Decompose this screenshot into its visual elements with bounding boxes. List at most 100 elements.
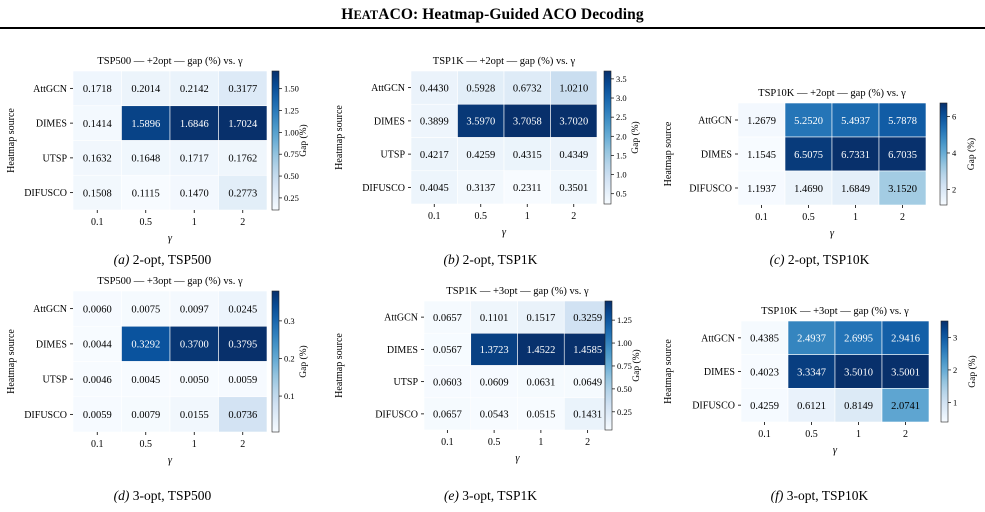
- colorbar: [939, 102, 948, 206]
- cell-value-label: 3.5001: [891, 367, 920, 378]
- cell-value-label: 0.0044: [83, 340, 113, 351]
- cell-value-label: 0.0515: [526, 410, 555, 421]
- colorbar: [940, 320, 949, 423]
- x-tick-label: 1: [525, 211, 530, 222]
- colorbar-label: Gap (%): [298, 345, 309, 377]
- heatmap-cell: [121, 174, 171, 211]
- x-tick-label: 2: [903, 429, 908, 440]
- caption-label: (d): [113, 488, 130, 503]
- caption-text: 3-opt, TSP1K: [462, 488, 538, 503]
- colorbar-tick-label: 2: [952, 185, 956, 195]
- cell-value-label: 0.1717: [180, 154, 209, 165]
- cell-value-label: 0.4045: [420, 183, 449, 194]
- x-tick-label: 0.5: [140, 439, 153, 450]
- heatmap-chart-f: TSP10K — +3opt — gap (%) vs. γ 0.4385 2.49…: [663, 306, 978, 456]
- figure-grid: TSP500 — +2opt — gap (%) vs. γ 0.1718 0.20…: [0, 38, 985, 508]
- x-tick-label: 2: [900, 212, 905, 223]
- heatmap-cell: [831, 170, 880, 206]
- colorbar-label: Gap (%): [966, 138, 977, 170]
- caption-text: 2-opt, TSP1K: [462, 252, 538, 267]
- heatmap-cell: [563, 397, 612, 431]
- y-tick-label: DIFUSCO: [692, 401, 735, 412]
- y-tick-label: DIMES: [701, 150, 732, 161]
- heatmap-cell: [563, 332, 612, 366]
- colorbar-tick-label: 4: [952, 148, 957, 158]
- cell-value-label: 0.5928: [466, 83, 495, 94]
- cell-value-label: 0.0543: [480, 410, 509, 421]
- colorbar-tick-label: 0.50: [617, 384, 632, 394]
- cell-value-label: 0.4385: [750, 334, 779, 345]
- heatmap-cell: [470, 397, 518, 431]
- y-axis-label: Heatmap source: [663, 121, 674, 186]
- x-tick-label: 2: [240, 439, 245, 450]
- heatmap-cell: [517, 332, 565, 366]
- colorbar-tick-label: 1.50: [284, 84, 299, 94]
- x-tick-label: 0.5: [805, 429, 818, 440]
- colorbar-tick-label: 1.00: [617, 338, 632, 348]
- cell-value-label: 1.4522: [526, 345, 555, 356]
- x-tick-label: 2: [585, 437, 590, 448]
- cell-value-label: 0.3899: [420, 117, 449, 128]
- cell-value-label: 0.1414: [83, 119, 113, 130]
- heatmap-cell: [72, 290, 122, 327]
- x-tick-label: 0.1: [755, 212, 768, 223]
- y-tick-label: UTSP: [43, 375, 68, 386]
- x-tick-label: 1: [853, 212, 858, 223]
- y-tick-label: AttGCN: [33, 84, 67, 95]
- cell-value-label: 0.0059: [83, 410, 112, 421]
- cell-value-label: 0.4315: [513, 150, 542, 161]
- x-axis-label: γ: [515, 453, 520, 464]
- panel-e: TSP1K — +3opt — gap (%) vs. γ 0.0657 0.110…: [328, 274, 653, 507]
- y-axis-label: Heatmap source: [334, 105, 345, 170]
- colorbar-tick-label: 0.75: [284, 149, 299, 159]
- y-tick-label: DIMES: [36, 339, 67, 350]
- colorbar: [271, 290, 280, 433]
- y-tick-label: DIFUSCO: [24, 188, 67, 199]
- x-tick-label: 0.1: [428, 211, 441, 222]
- heatmap-chart-d: TSP500 — +3opt — gap (%) vs. γ 0.0060 0.00…: [6, 276, 309, 466]
- heatmap-cell: [410, 137, 458, 172]
- cell-value-label: 0.4349: [559, 150, 588, 161]
- x-tick-label: 0.1: [91, 217, 104, 228]
- caption-f: (f) 3-opt, TSP10K: [657, 488, 982, 504]
- cell-value-label: 5.7878: [888, 116, 917, 127]
- cell-value-label: 1.3723: [480, 345, 509, 356]
- heatmap-cell: [503, 170, 551, 205]
- cell-value-label: 0.2311: [513, 183, 542, 194]
- heatmap-cell: [831, 136, 880, 172]
- page-title: HEATACO: Heatmap-Guided ACO Decoding: [341, 6, 643, 24]
- colorbar-tick-label: 1.5: [616, 150, 627, 160]
- colorbar-tick-label: 0.5: [616, 189, 627, 199]
- cell-value-label: 0.0631: [526, 377, 555, 388]
- x-tick-label: 1: [192, 217, 197, 228]
- colorbar-tick-label: 2: [953, 365, 957, 375]
- y-tick-label: UTSP: [43, 153, 68, 164]
- heatmap-cell: [218, 325, 268, 362]
- colorbar-label: Gap (%): [631, 349, 642, 381]
- heatmap-cell: [878, 170, 927, 206]
- y-tick-label: DIFUSCO: [689, 184, 732, 195]
- heatmap-cell: [218, 396, 268, 433]
- cell-value-label: 0.2773: [228, 188, 257, 199]
- caption-label: (f): [770, 488, 784, 503]
- heatmap-cell: [218, 70, 268, 107]
- cell-value-label: 1.6846: [180, 119, 209, 130]
- y-tick-label: DIFUSCO: [24, 410, 67, 421]
- cell-value-label: 0.0079: [131, 410, 160, 421]
- cell-value-label: 0.1508: [83, 188, 112, 199]
- colorbar-tick-label: 0.25: [617, 407, 632, 417]
- x-tick-label: 0.1: [441, 437, 454, 448]
- heatmap-cell: [218, 174, 268, 211]
- cell-value-label: 0.0649: [573, 377, 602, 388]
- cell-value-label: 0.0609: [480, 377, 509, 388]
- panel-f: TSP10K — +3opt — gap (%) vs. γ 0.4385 2.49…: [657, 274, 982, 507]
- cell-value-label: 3.3347: [797, 367, 826, 378]
- cell-value-label: 0.0736: [228, 410, 257, 421]
- heatmap-cell: [517, 365, 565, 399]
- cell-value-label: 2.0741: [891, 401, 920, 412]
- heatmap-title: TSP1K — +2opt — gap (%) vs. γ: [433, 56, 576, 67]
- colorbar-tick-label: 1.0: [616, 170, 627, 180]
- y-axis-label: Heatmap source: [6, 108, 17, 173]
- caption-b: (b) 2-opt, TSP1K: [328, 252, 653, 268]
- x-axis-label: γ: [502, 227, 507, 238]
